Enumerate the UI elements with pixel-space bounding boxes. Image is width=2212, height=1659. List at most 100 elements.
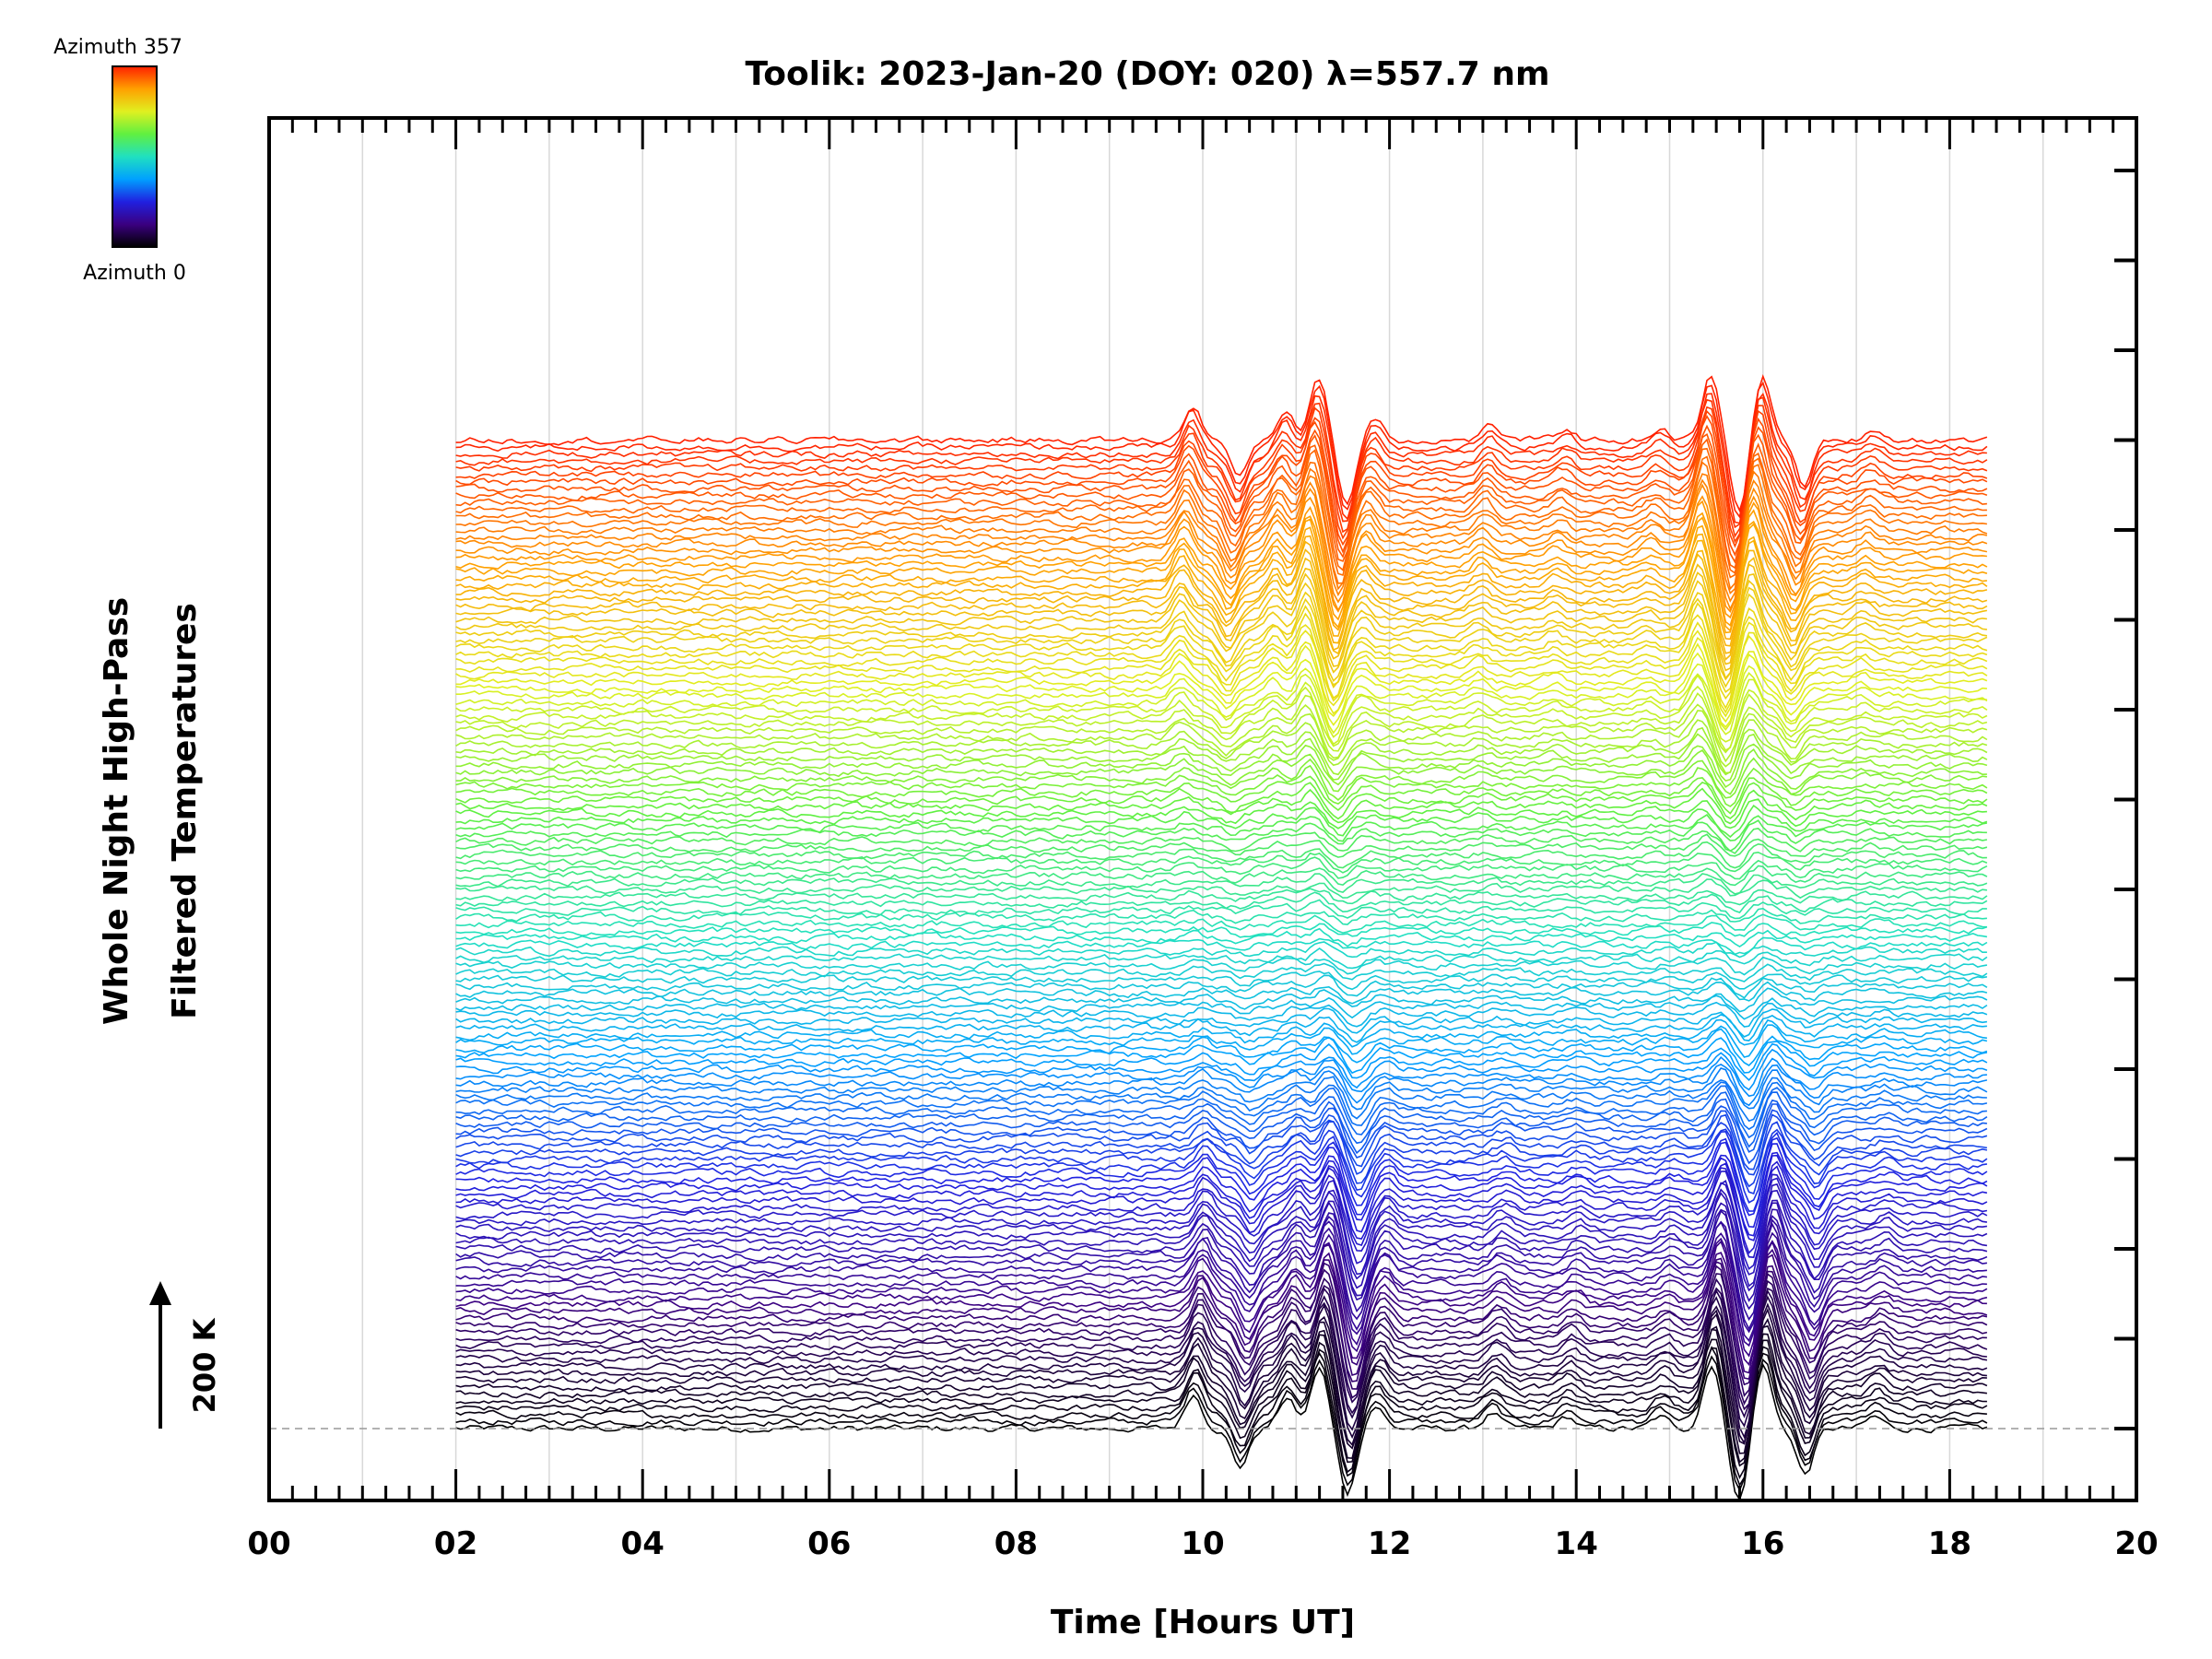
azimuth-trace: [455, 828, 1988, 854]
azimuth-trace: [455, 743, 1988, 789]
azimuth-trace: [455, 1067, 1988, 1111]
azimuth-trace: [455, 1220, 1987, 1334]
azimuth-trace: [455, 1182, 1988, 1276]
azimuth-trace: [455, 888, 1988, 906]
azimuth-trace: [455, 947, 1988, 970]
azimuth-trace: [455, 1328, 1987, 1464]
x-tick-label: 18: [1928, 1525, 1971, 1562]
azimuth-trace: [455, 495, 1988, 614]
scale-bar-arrowhead: [149, 1281, 171, 1305]
azimuth-trace: [455, 1177, 1988, 1271]
azimuth-trace: [455, 593, 1988, 689]
x-tick-label: 20: [2114, 1525, 2158, 1562]
azimuth-trace: [455, 891, 1988, 913]
azimuth-trace: [455, 936, 1988, 956]
scale-bar: 200 K: [149, 1281, 222, 1429]
azimuth-trace: [455, 962, 1988, 982]
azimuth-trace: [455, 392, 1987, 524]
x-tick-label: 16: [1741, 1525, 1784, 1562]
azimuth-trace: [455, 1136, 1988, 1212]
azimuth-trace: [455, 674, 1988, 746]
azimuth-trace: [455, 1018, 1987, 1048]
azimuth-trace: [455, 941, 1987, 959]
azimuth-trace: [455, 1042, 1988, 1082]
azimuth-trace: [455, 974, 1988, 999]
azimuth-trace: [455, 1141, 1988, 1217]
azimuth-trace: [455, 781, 1988, 820]
x-tick-label: 08: [994, 1525, 1038, 1562]
azimuth-trace: [455, 447, 1987, 575]
azimuth-trace: [455, 642, 1988, 724]
azimuth-trace: [455, 1109, 1988, 1171]
azimuth-trace: [455, 1261, 1988, 1381]
axis-ticks: [267, 118, 2138, 1500]
y-axis-label-line2: Filtered Temperatures: [166, 603, 204, 1019]
azimuth-trace: [455, 548, 1988, 654]
azimuth-trace: [455, 757, 1987, 801]
azimuth-trace: [455, 602, 1988, 694]
azimuth-trace: [455, 1048, 1988, 1091]
azimuth-trace: [455, 509, 1988, 627]
azimuth-trace: [455, 1091, 1988, 1148]
colorbar-top-label: Azimuth 357: [53, 36, 182, 59]
x-tick-label: 04: [621, 1525, 665, 1562]
azimuth-trace: [455, 396, 1988, 529]
azimuth-trace: [455, 798, 1987, 830]
azimuth-trace: [455, 1130, 1988, 1204]
azimuth-trace: [455, 1355, 1988, 1492]
azimuth-trace: [455, 814, 1988, 842]
azimuth-trace: [455, 1231, 1987, 1343]
azimuth-trace: [455, 1085, 1987, 1139]
azimuth-trace: [455, 409, 1988, 544]
azimuth-trace: [455, 841, 1987, 869]
azimuth-trace: [455, 1036, 1988, 1075]
azimuth-trace: [455, 652, 1987, 728]
azimuth-trace: [455, 1237, 1988, 1347]
azimuth-trace: [455, 405, 1988, 538]
azimuth-trace: [455, 1103, 1988, 1165]
azimuth-trace: [455, 1007, 1988, 1038]
x-tick-label: 06: [807, 1525, 851, 1562]
azimuth-trace: [455, 1098, 1987, 1155]
azimuth-trace: [455, 1288, 1987, 1418]
azimuth-trace: [455, 733, 1988, 782]
azimuth-trace: [455, 634, 1988, 718]
azimuth-trace: [455, 1056, 1987, 1098]
azimuth-trace: [455, 1312, 1987, 1447]
azimuth-trace: [455, 1121, 1988, 1188]
azimuth-trace: [455, 1201, 1988, 1302]
azimuth-trace: [455, 1165, 1988, 1254]
azimuth-trace: [455, 748, 1987, 795]
azimuth-trace: [455, 478, 1988, 603]
azimuth-trace: [455, 438, 1987, 570]
azimuth-trace: [455, 1346, 1988, 1480]
azimuth-trace: [455, 1265, 1988, 1386]
azimuth-trace: [455, 1001, 1988, 1028]
y-axis-label-line1: Whole Night High-Pass: [98, 597, 135, 1025]
azimuth-trace: [455, 971, 1988, 991]
azimuth-trace: [455, 907, 1987, 925]
azimuth-trace: [455, 873, 1988, 895]
azimuth-trace: [455, 1064, 1988, 1107]
azimuth-trace: [455, 787, 1988, 825]
azimuth-trace: [455, 856, 1988, 880]
x-axis-label: Time [Hours UT]: [1051, 1604, 1355, 1641]
azimuth-trace: [455, 500, 1987, 619]
azimuth-trace: [455, 621, 1988, 710]
x-tick-label: 14: [1555, 1525, 1598, 1562]
azimuth-trace: [455, 461, 1988, 591]
x-tick-label: 02: [434, 1525, 477, 1562]
azimuth-trace: [455, 1160, 1988, 1241]
azimuth-trace: [455, 819, 1987, 853]
azimuth-trace: [455, 516, 1988, 632]
azimuth-trace: [455, 373, 1988, 513]
azimuth-trace: [455, 533, 1988, 641]
azimuth-trace: [455, 1302, 1988, 1440]
azimuth-trace: [455, 1362, 1988, 1501]
azimuth-trace: [455, 1324, 1988, 1454]
azimuth-trace: [455, 710, 1988, 768]
azimuth-trace: [455, 1192, 1988, 1292]
azimuth-trace: [455, 563, 1988, 665]
azimuth-trace: [455, 764, 1988, 807]
azimuth-trace: [455, 1208, 1988, 1311]
